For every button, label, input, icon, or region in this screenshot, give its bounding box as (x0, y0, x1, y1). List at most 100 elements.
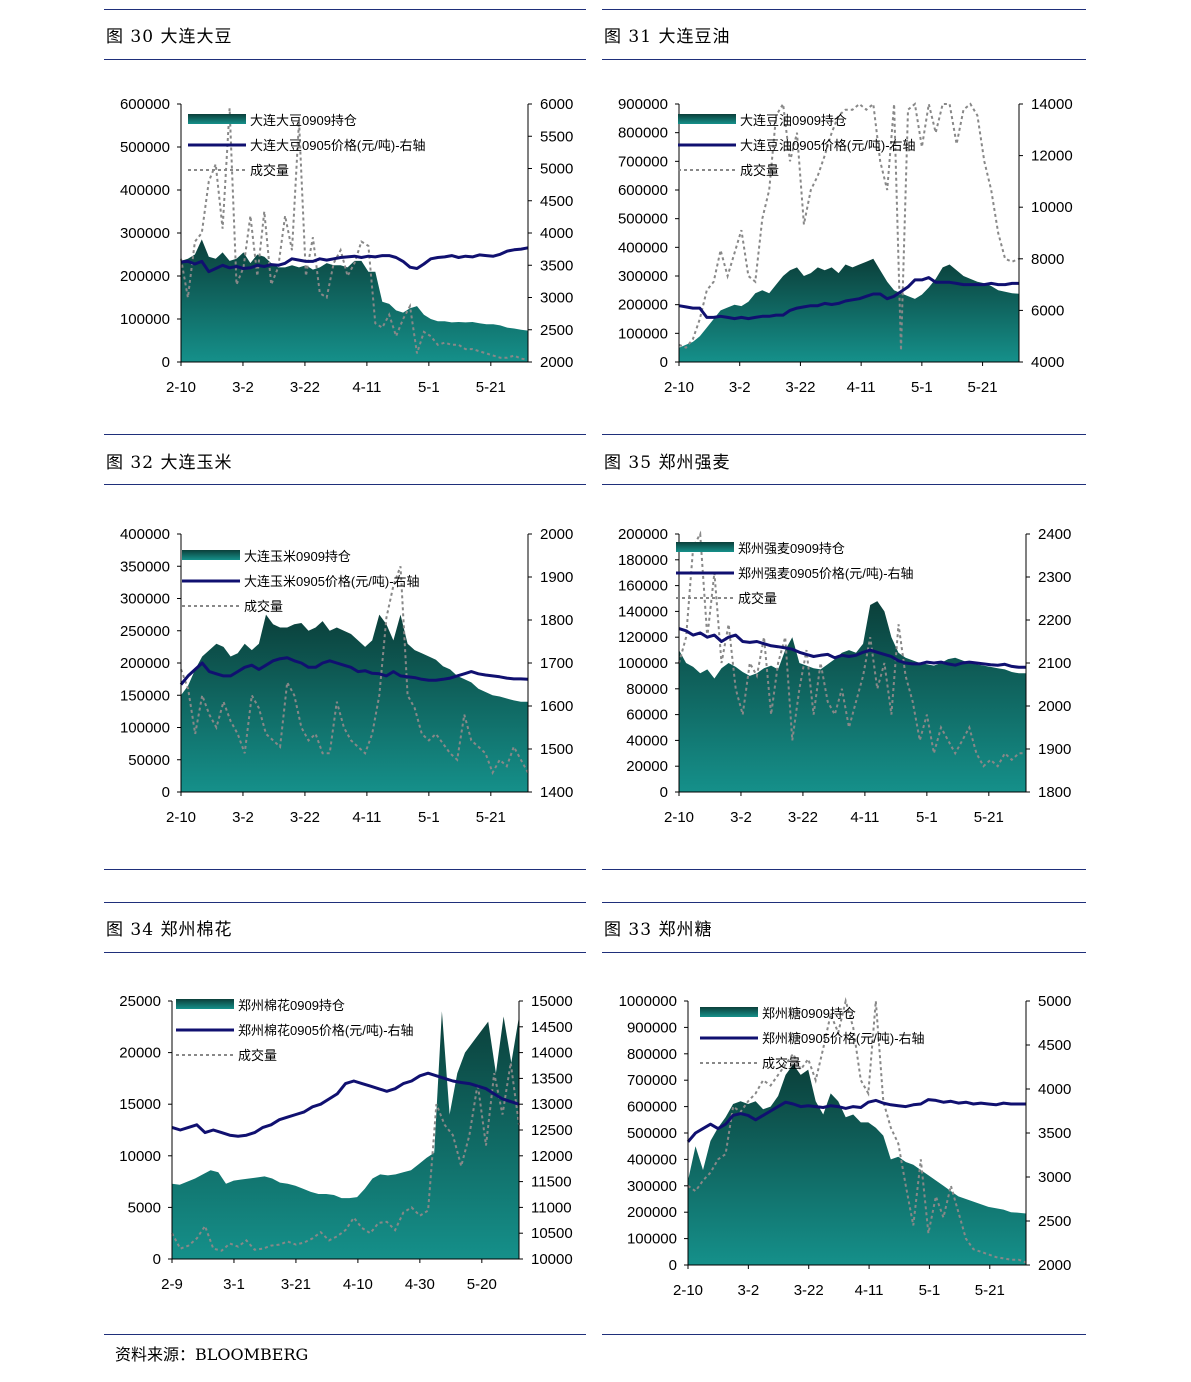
left-tick-label: 140000 (618, 603, 668, 620)
right-tick-label: 2300 (1038, 569, 1071, 586)
volume-line (180, 108, 529, 361)
right-tick-label: 4000 (1031, 354, 1064, 371)
legend-swatch-area (678, 114, 736, 124)
volume-line (171, 1062, 520, 1252)
title-rule (104, 484, 586, 485)
x-tick-label: 5-21 (476, 809, 506, 826)
x-tick-label: 5-1 (916, 809, 938, 826)
right-tick-label: 14000 (531, 1045, 573, 1062)
right-tick-label: 2200 (1038, 612, 1071, 629)
right-tick-label: 11500 (531, 1174, 572, 1191)
open-interest-area (172, 1011, 519, 1259)
volume-line (678, 530, 1026, 768)
x-tick-label: 4-10 (343, 1276, 373, 1293)
left-tick-label: 10000 (119, 1148, 161, 1165)
x-tick-label: 2-10 (673, 1282, 703, 1299)
volume-line (687, 997, 1027, 1264)
x-tick-label: 2-10 (166, 379, 196, 396)
bottom-rule (104, 869, 586, 870)
chart-corn: 400000 350000 300000 250000 200000 150000 1000… (120, 526, 573, 826)
legend-label: 郑州棉花0909持仓 (238, 998, 345, 1013)
title-rule (602, 59, 1086, 60)
left-tick-label: 60000 (626, 707, 668, 724)
price-line (179, 656, 529, 686)
chart-sugar: 1000000900000800000700000600000500000400… (619, 993, 1072, 1299)
x-tick-label: 3-2 (232, 379, 254, 396)
x-tick-label: 3-2 (232, 809, 254, 826)
right-tick-label: 14500 (531, 1019, 573, 1036)
left-tick-label: 15000 (119, 1096, 161, 1113)
right-tick-label: 1900 (1038, 741, 1071, 758)
right-tick-label: 2000 (540, 354, 573, 371)
x-tick-label: 5-21 (975, 1282, 1005, 1299)
left-tick-label: 200000 (120, 655, 170, 672)
top-rule (602, 9, 1086, 10)
left-tick-label: 200000 (120, 268, 170, 285)
left-tick-label: 5000 (128, 1199, 161, 1216)
left-tick-label: 180000 (618, 552, 668, 569)
right-tick-label: 3500 (1038, 1125, 1071, 1142)
x-tick-label: 5-1 (911, 379, 933, 396)
x-tick-label: 5-1 (919, 1282, 941, 1299)
left-tick-label: 0 (669, 1257, 677, 1274)
legend-label: 郑州强麦0909持仓 (738, 541, 845, 556)
right-tick-label: 8000 (1031, 251, 1064, 268)
right-tick-label: 2000 (1038, 1257, 1071, 1274)
x-tick-label: 5-21 (974, 809, 1004, 826)
right-tick-label: 1800 (540, 612, 573, 629)
left-tick-label: 900000 (627, 1019, 677, 1036)
figure-title: 图 34 郑州棉花 (106, 920, 233, 940)
x-tick-label: 2-10 (664, 809, 694, 826)
price-line (171, 1071, 520, 1138)
x-tick-label: 5-1 (418, 379, 440, 396)
legend-swatch-area (182, 550, 240, 560)
x-tick-label: 3-22 (788, 809, 818, 826)
right-tick-label: 1800 (1038, 784, 1071, 801)
legend-label: 郑州强麦0905价格(元/吨)-右轴 (738, 566, 914, 581)
figure-title: 图 33 郑州糖 (604, 920, 713, 940)
legend-label: 大连大豆0905价格(元/吨)-右轴 (250, 138, 426, 153)
right-tick-label: 5500 (540, 128, 573, 145)
legend-label: 郑州糖0905价格(元/吨)-右轴 (762, 1031, 925, 1046)
volume-line (180, 565, 529, 776)
right-tick-label: 3000 (1038, 1169, 1071, 1186)
title-rule (602, 484, 1086, 485)
right-tick-label: 4500 (1038, 1037, 1071, 1054)
bottom-rule (602, 869, 1086, 870)
x-tick-label: 3-22 (785, 379, 815, 396)
left-tick-label: 700000 (618, 153, 668, 170)
price-line (686, 1098, 1026, 1143)
top-rule (104, 902, 586, 903)
x-tick-label: 5-21 (968, 379, 998, 396)
x-tick-label: 5-20 (467, 1276, 497, 1293)
legend-swatch-area (176, 999, 234, 1009)
right-tick-label: 2000 (1038, 698, 1071, 715)
open-interest-area (181, 614, 528, 792)
right-tick-label: 2500 (540, 322, 573, 339)
legend-label: 大连玉米0909持仓 (244, 549, 351, 564)
right-tick-label: 3500 (540, 257, 573, 274)
legend-swatch-area (188, 114, 246, 124)
right-tick-label: 11000 (531, 1199, 572, 1216)
left-tick-label: 500000 (120, 139, 170, 156)
legend-label: 成交量 (250, 163, 289, 178)
left-tick-label: 600000 (120, 96, 170, 113)
right-tick-label: 2100 (1038, 655, 1071, 672)
left-tick-label: 800000 (618, 125, 668, 142)
left-tick-label: 120000 (618, 629, 668, 646)
legend-label: 大连豆油0905价格(元/吨)-右轴 (740, 138, 916, 153)
right-tick-label: 10000 (531, 1251, 573, 1268)
left-tick-label: 900000 (618, 96, 668, 113)
x-tick-label: 4-11 (850, 809, 879, 826)
legend-label: 成交量 (762, 1056, 801, 1071)
legend-label: 成交量 (238, 1048, 277, 1063)
left-tick-label: 400000 (627, 1151, 677, 1168)
bottom-rule (104, 434, 586, 435)
right-tick-label: 6000 (540, 96, 573, 113)
right-tick-label: 4500 (540, 193, 573, 210)
x-tick-label: 3-22 (290, 379, 320, 396)
figure-title: 图 31 大连豆油 (604, 27, 731, 47)
left-tick-label: 100000 (120, 311, 170, 328)
right-tick-label: 1700 (540, 655, 573, 672)
title-rule (104, 59, 586, 60)
